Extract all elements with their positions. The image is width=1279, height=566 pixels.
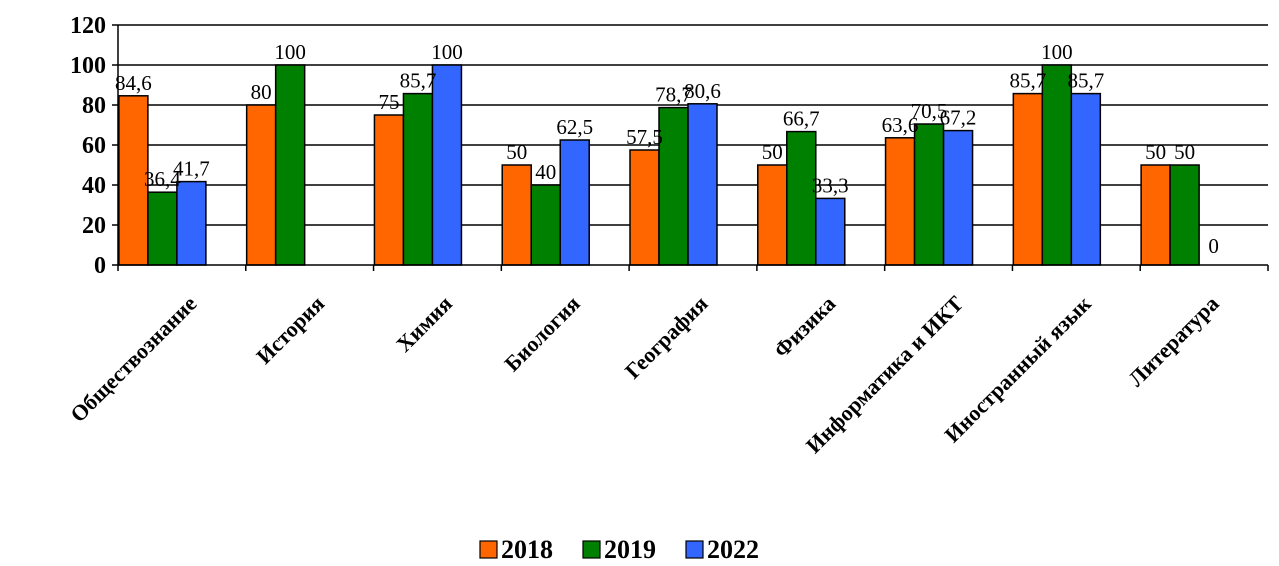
data-label-2022-0: 41,7 xyxy=(173,157,210,181)
bar-2022-6 xyxy=(942,129,974,266)
bars xyxy=(118,64,1200,266)
bar-2018-4 xyxy=(629,149,660,266)
y-axis-ticks: 0 20 40 60 80 100 120 xyxy=(70,13,118,279)
bar-2019-7 xyxy=(1041,64,1073,266)
data-label-2019-5: 66,7 xyxy=(783,107,820,131)
bar-2018-2 xyxy=(373,114,405,266)
category-label: География xyxy=(620,291,713,384)
legend-label-2019: 2019 xyxy=(604,535,656,564)
y-tick-label: 40 xyxy=(82,173,106,199)
data-label-2022-2: 100 xyxy=(431,40,463,64)
bar-2018-6 xyxy=(884,137,916,266)
bar-2019-3 xyxy=(530,184,561,266)
data-label-2018-3: 50 xyxy=(506,140,527,164)
category-label: История xyxy=(251,291,329,369)
data-label-2019-4: 78,7 xyxy=(655,83,692,107)
category-label: Литература xyxy=(1123,291,1223,391)
data-label-2019-6: 70,5 xyxy=(911,99,948,123)
bar-2019-6 xyxy=(913,123,945,266)
legend-swatch-2022 xyxy=(685,540,704,559)
bar-2022-7 xyxy=(1070,92,1102,266)
y-tick-label: 60 xyxy=(82,133,106,159)
bar-2019-2 xyxy=(402,92,434,266)
axes xyxy=(117,25,1269,271)
data-label-2019-8: 50 xyxy=(1174,140,1195,164)
data-label-2022-3: 62,5 xyxy=(556,115,593,139)
bar-2018-5 xyxy=(757,164,788,266)
category-label: Биология xyxy=(499,291,585,377)
data-label-2019-3: 40 xyxy=(535,160,556,184)
data-label-2018-6: 63,6 xyxy=(882,113,919,137)
data-label-2022-5: 33,3 xyxy=(812,173,849,197)
legend-swatch-2019 xyxy=(582,540,601,559)
data-label-2018-0: 84,6 xyxy=(115,71,152,95)
bar-2019-5 xyxy=(786,130,817,266)
data-label-2018-5: 50 xyxy=(762,140,783,164)
bar-2018-1 xyxy=(245,104,277,266)
y-tick-label: 120 xyxy=(70,13,106,39)
category-label: Обществознание xyxy=(65,291,201,427)
data-label-2019-2: 85,7 xyxy=(400,69,437,93)
bar-2019-0 xyxy=(147,191,178,266)
bar-2022-3 xyxy=(559,139,590,266)
data-label-2022-4: 80,6 xyxy=(684,79,721,103)
bar-2018-3 xyxy=(501,164,532,266)
data-label-2018-4: 57,5 xyxy=(626,125,663,149)
data-label-2018-1: 80 xyxy=(251,80,272,104)
legend: 2018 2019 2022 xyxy=(479,535,759,564)
y-tick-label: 20 xyxy=(82,213,106,239)
y-tick-label: 0 xyxy=(94,253,106,279)
bar-2018-8 xyxy=(1140,164,1171,266)
data-label-2019-7: 100 xyxy=(1041,40,1073,64)
data-label-2022-7: 85,7 xyxy=(1067,69,1104,93)
data-label-2022-8: 0 xyxy=(1208,234,1219,258)
bar-2018-7 xyxy=(1012,92,1044,266)
data-label-2019-0: 36,4 xyxy=(144,167,181,191)
y-tick-label: 100 xyxy=(70,53,106,79)
bar-2022-2 xyxy=(431,64,463,266)
data-label-2019-1: 100 xyxy=(274,40,306,64)
x-axis-labels: Обществознание История Химия Биология Геогра… xyxy=(65,291,1223,458)
bar-2022-4 xyxy=(687,103,718,266)
data-label-2018-7: 85,7 xyxy=(1009,69,1046,93)
data-label-2022-6: 67,2 xyxy=(940,106,977,130)
bar-2019-8 xyxy=(1169,164,1200,266)
category-label: Иностранный язык xyxy=(939,291,1096,448)
bar-2022-0 xyxy=(176,180,207,266)
bar-2019-1 xyxy=(274,64,306,266)
data-label-2018-2: 75 xyxy=(378,90,399,114)
bar-2019-4 xyxy=(658,106,689,266)
bar-2022-5 xyxy=(815,197,846,266)
legend-label-2018: 2018 xyxy=(501,535,553,564)
bar-2018-0 xyxy=(118,95,149,266)
y-tick-label: 80 xyxy=(82,93,106,119)
category-label: Химия xyxy=(391,291,457,357)
legend-swatch-2018 xyxy=(479,540,498,559)
category-label: Физика xyxy=(769,291,841,363)
legend-label-2022: 2022 xyxy=(707,535,759,564)
data-label-2018-8: 50 xyxy=(1145,140,1166,164)
